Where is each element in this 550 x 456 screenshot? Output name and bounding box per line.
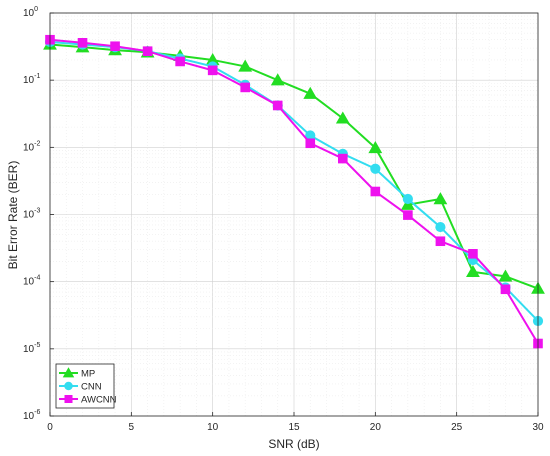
data-point-triangle [368,141,383,154]
data-point-circle [64,381,73,391]
data-point-square [207,65,218,76]
x-tick-label: 30 [532,422,544,433]
legend-item-awcnn: AWCNN [59,395,117,406]
y-tick-label: 100 [23,6,38,19]
data-point-triangle [303,86,318,99]
data-point-triangle [270,73,285,86]
data-point-circle [402,193,413,205]
data-point-triangle [466,264,480,278]
data-point-triangle [433,192,448,205]
y-tick-label: 10-6 [23,409,40,422]
data-point-square [64,395,73,403]
y-tick-label: 10-3 [23,208,40,221]
x-axis-label: SNR (dB) [268,437,319,451]
data-point-square [338,153,348,164]
legend-label: MP [81,369,95,380]
data-point-triangle [498,269,513,282]
legend-item-cnn: CNN [59,382,102,393]
y-tick-label: 10-2 [23,140,40,153]
data-point-triangle [335,111,350,124]
legend-label: AWCNN [81,395,117,406]
data-point-square [403,210,413,220]
series-line [49,43,539,290]
data-point-square [110,41,120,52]
data-point-square [77,38,88,48]
data-point-square [468,248,478,259]
data-point-square [435,236,446,247]
legend-item-mp: MP [59,367,95,380]
x-tick-label: 0 [47,422,53,433]
axis-ticks: 0 5 10 15 20 25 30 100 10-1 10-2 10-3 10-4 10-5 10-6 [23,6,544,433]
data-point-circle [305,130,316,141]
data-point-triangle [238,59,253,72]
data-point-square [272,100,283,111]
y-tick-label: 10-4 [23,275,40,288]
data-point-circle [435,221,446,233]
data-point-square [305,138,316,149]
data-point-square [142,46,153,56]
data-point-square [370,186,381,197]
x-tick-label: 10 [207,422,219,433]
data-point-circle [370,163,381,174]
y-tick-label: 10-5 [23,342,40,355]
data-point-square [175,56,185,67]
data-point-square [500,284,511,295]
data-point-triangle [205,53,220,66]
grid [49,12,539,417]
series-line [49,38,539,345]
y-tick-label: 10-1 [23,73,40,86]
x-tick-label: 5 [129,422,135,433]
x-tick-label: 15 [288,422,300,433]
data-point-square [240,82,250,93]
x-tick-label: 20 [370,422,382,433]
data-point-triangle [62,367,75,378]
y-axis-label: Bit Error Rate (BER) [6,161,20,270]
x-tick-label: 25 [451,422,463,433]
legend: MP CNN AWCNN [55,363,117,409]
legend-label: CNN [81,382,102,393]
